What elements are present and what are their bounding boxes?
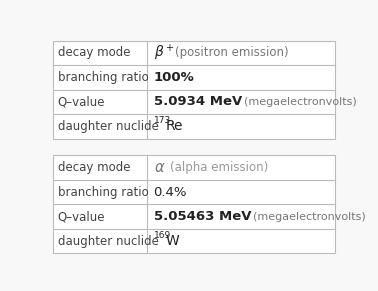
Text: (positron emission): (positron emission)	[175, 46, 288, 59]
Text: 169: 169	[153, 230, 171, 239]
Text: $\mathit{\beta}^+$: $\mathit{\beta}^+$	[153, 42, 174, 63]
Text: 5.0934 MeV: 5.0934 MeV	[153, 95, 242, 108]
Text: 173: 173	[153, 116, 171, 125]
Text: 5.05463 MeV: 5.05463 MeV	[153, 210, 251, 223]
Text: decay mode: decay mode	[58, 46, 130, 59]
Text: (megaelectronvolts): (megaelectronvolts)	[244, 97, 357, 107]
Text: (megaelectronvolts): (megaelectronvolts)	[253, 212, 366, 222]
Bar	[53, 155, 335, 253]
Bar	[53, 40, 335, 139]
Text: Q–value: Q–value	[58, 95, 105, 108]
Text: branching ratio: branching ratio	[58, 186, 149, 199]
Text: Q–value: Q–value	[58, 210, 105, 223]
Text: daughter nuclide: daughter nuclide	[58, 235, 159, 248]
Text: (alpha emission): (alpha emission)	[170, 161, 268, 174]
Text: W: W	[166, 234, 180, 248]
Text: 100%: 100%	[153, 71, 194, 84]
Text: branching ratio: branching ratio	[58, 71, 149, 84]
Text: $\mathit{\alpha}$: $\mathit{\alpha}$	[153, 160, 165, 175]
Text: daughter nuclide: daughter nuclide	[58, 120, 159, 133]
Text: Re: Re	[166, 119, 183, 133]
Text: 0.4%: 0.4%	[153, 186, 187, 199]
Text: decay mode: decay mode	[58, 161, 130, 174]
